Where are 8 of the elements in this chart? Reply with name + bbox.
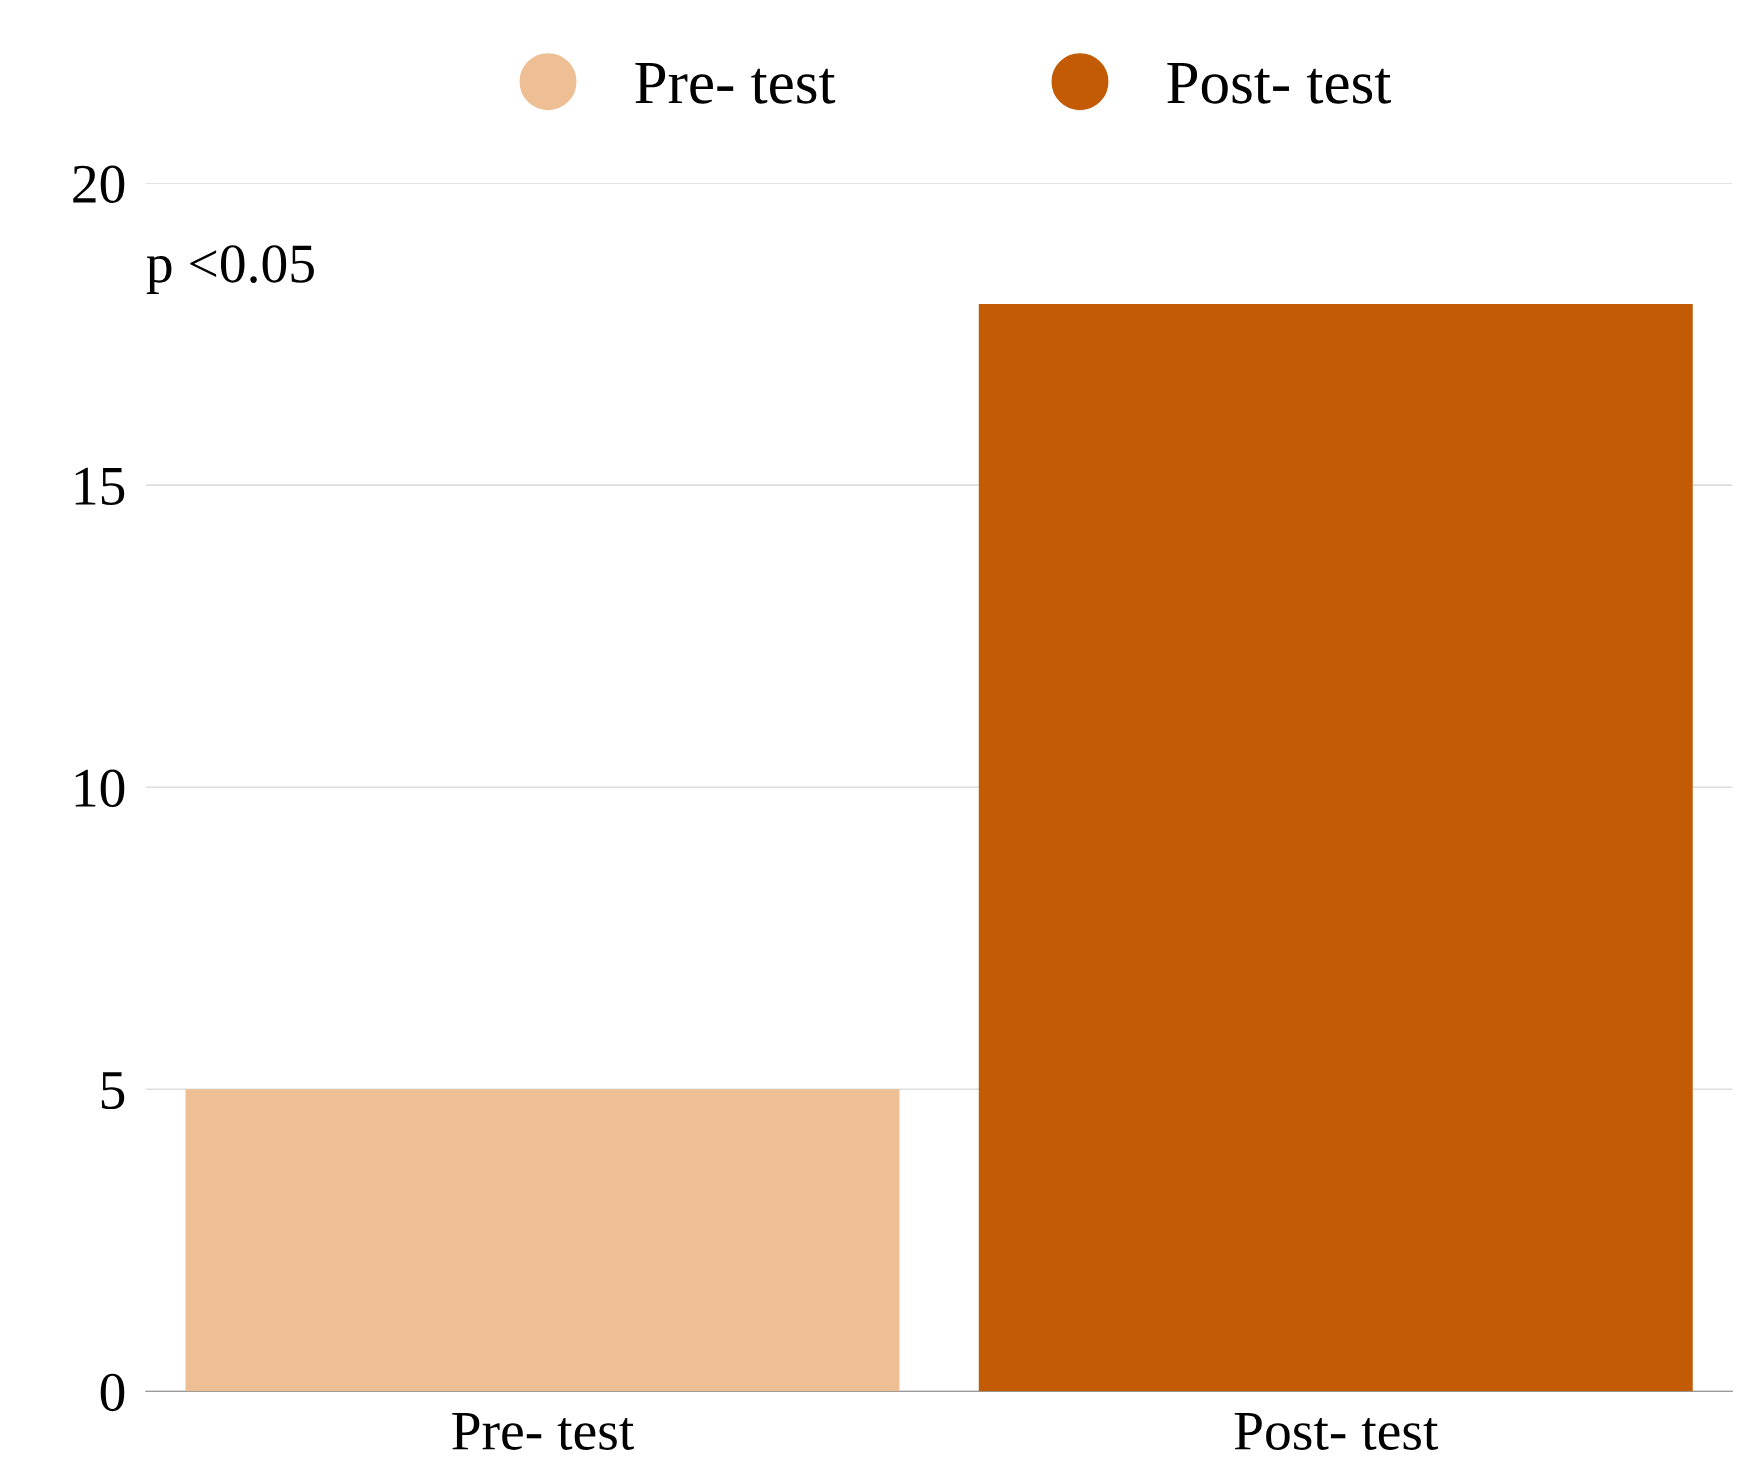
y-tick-label: 20 <box>73 165 125 203</box>
annotation: p <0.05 <box>146 245 314 294</box>
y-tick-label: 5 <box>101 1072 125 1110</box>
legend-label: Pre- test <box>635 63 836 104</box>
y-tick-label: 15 <box>75 467 125 506</box>
legend-label: Post- test <box>1167 63 1391 104</box>
y-tick-label: 10 <box>75 769 125 808</box>
y-tick-label: 0 <box>100 1373 125 1412</box>
